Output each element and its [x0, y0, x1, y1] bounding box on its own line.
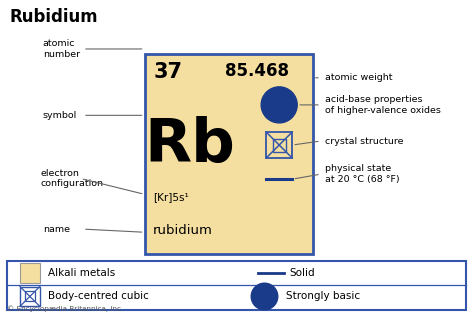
Text: Body-centred cubic: Body-centred cubic: [48, 291, 149, 301]
Bar: [25, 291, 35, 301]
Text: 37: 37: [153, 62, 182, 82]
Text: crystal structure: crystal structure: [325, 137, 403, 145]
Text: [Kr]5s¹: [Kr]5s¹: [153, 192, 189, 202]
Ellipse shape: [261, 87, 297, 123]
Text: rubidium: rubidium: [153, 224, 213, 237]
Bar: [7, 261, 466, 310]
Text: Alkali metals: Alkali metals: [48, 268, 116, 278]
Text: acid-base properties
of higher-valence oxides: acid-base properties of higher-valence o…: [325, 95, 440, 115]
Text: Strongly basic: Strongly basic: [286, 291, 360, 301]
Text: symbol: symbol: [43, 111, 77, 120]
Text: atomic weight: atomic weight: [325, 73, 392, 82]
Bar: [266, 132, 292, 158]
Bar: [20, 263, 40, 283]
Text: Solid: Solid: [289, 268, 315, 278]
Text: electron
configuration: electron configuration: [40, 169, 103, 188]
Bar: [145, 54, 313, 254]
Ellipse shape: [251, 283, 278, 310]
Text: atomic
number: atomic number: [43, 39, 80, 59]
Bar: [273, 138, 286, 152]
Text: name: name: [43, 225, 70, 234]
Text: Rubidium: Rubidium: [9, 8, 98, 26]
Text: physical state
at 20 °C (68 °F): physical state at 20 °C (68 °F): [325, 164, 399, 184]
Text: Rb: Rb: [145, 116, 236, 174]
Text: © Encyclopædia Britannica, Inc.: © Encyclopædia Britannica, Inc.: [7, 306, 123, 312]
Bar: [20, 287, 40, 307]
Text: 85.468: 85.468: [225, 62, 289, 80]
